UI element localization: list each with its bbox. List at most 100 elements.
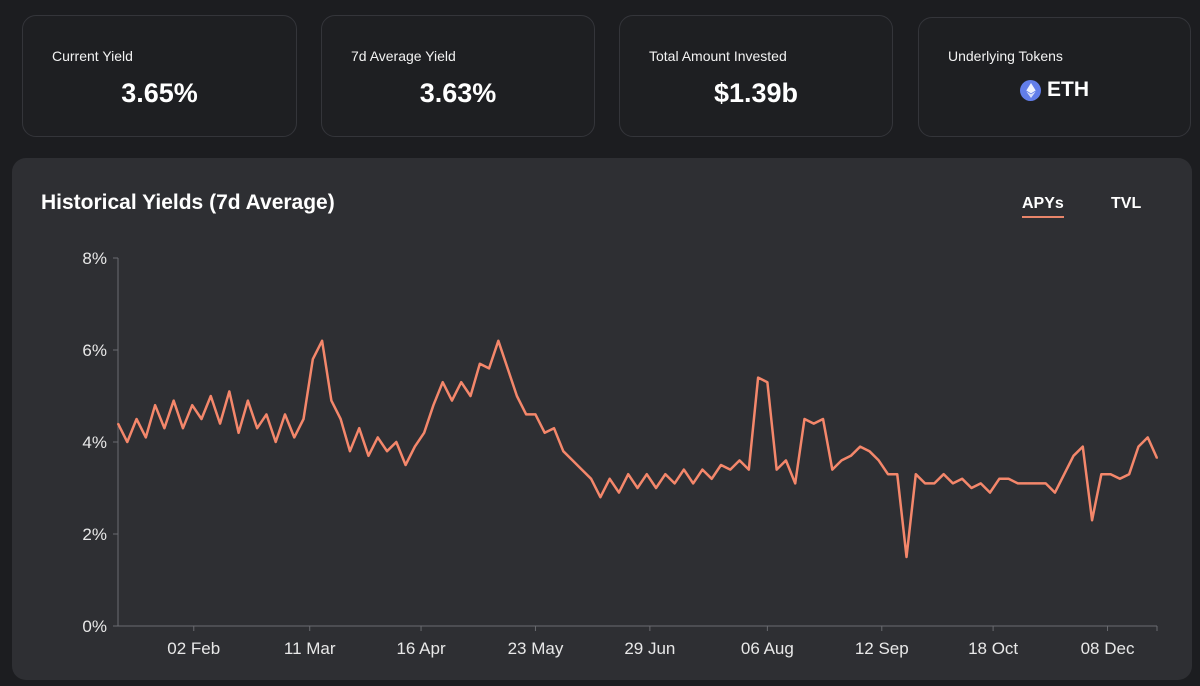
data-point: [312, 358, 314, 361]
data-point: [1109, 473, 1112, 476]
data-point: [349, 450, 351, 453]
data-point: [182, 427, 184, 430]
data-point: [478, 363, 481, 365]
data-point: [915, 473, 917, 476]
data-point: [822, 418, 824, 420]
data-point: [1119, 478, 1121, 480]
data-point: [618, 491, 620, 494]
data-point: [376, 436, 379, 439]
data-point: [738, 459, 741, 462]
x-tick-label: 16 Apr: [396, 639, 445, 658]
card-value: 3.65%: [121, 78, 198, 108]
x-tick-label: 08 Dec: [1081, 639, 1135, 658]
data-point: [228, 390, 231, 393]
card-value: 3.63%: [419, 78, 497, 108]
data-point: [599, 496, 602, 499]
data-point: [896, 473, 899, 476]
avg-yield-card: 7d Average Yield 3.63%: [321, 15, 595, 137]
data-point: [553, 427, 555, 430]
data-point: [1017, 482, 1019, 485]
data-point: [497, 340, 500, 342]
data-point: [766, 381, 769, 384]
data-point: [868, 450, 871, 453]
data-point: [1128, 473, 1130, 476]
data-point: [590, 478, 592, 480]
data-point: [256, 427, 258, 430]
data-point: [831, 468, 834, 471]
data-point: [1044, 482, 1047, 485]
data-point: [1007, 478, 1010, 480]
data-point: [933, 482, 936, 485]
data-point: [293, 436, 296, 439]
data-point: [1156, 457, 1158, 459]
data-point: [608, 478, 611, 480]
data-point: [1063, 473, 1066, 476]
data-point: [692, 482, 694, 485]
series-line-apy: [116, 339, 1159, 559]
data-point: [135, 418, 138, 420]
data-point: [1035, 482, 1038, 485]
data-point: [757, 376, 759, 379]
data-point: [274, 441, 277, 443]
data-point: [1146, 436, 1149, 439]
data-point: [952, 482, 954, 485]
data-point: [516, 395, 518, 397]
data-point: [154, 404, 156, 407]
data-point: [775, 468, 778, 471]
data-point: [543, 432, 546, 434]
data-point: [877, 459, 880, 462]
data-point: [998, 478, 1001, 480]
data-point: [859, 445, 861, 448]
data-point: [664, 473, 667, 476]
underlying-tokens-card: Underlying Tokens ETH: [918, 17, 1191, 137]
data-point: [1072, 455, 1075, 457]
token-label: ETH: [1047, 78, 1089, 101]
data-point: [1026, 482, 1028, 485]
y-tick-label: 6%: [82, 341, 107, 360]
data-point: [145, 436, 147, 439]
data-point: [423, 432, 425, 434]
data-point: [395, 441, 398, 443]
x-tick-label: 29 Jun: [624, 639, 675, 658]
y-tick-label: 0%: [82, 617, 107, 636]
data-point: [905, 556, 908, 558]
data-point: [339, 418, 342, 420]
chart-title: Historical Yields (7d Average): [41, 191, 335, 214]
data-point: [117, 422, 119, 425]
data-point: [887, 473, 889, 476]
tab-apys[interactable]: APYs: [1022, 195, 1064, 218]
data-point: [1081, 445, 1084, 448]
data-point: [488, 367, 490, 370]
data-point: [469, 395, 472, 397]
tab-tvl[interactable]: TVL: [1111, 195, 1142, 212]
token-eth[interactable]: ETH: [1020, 78, 1089, 102]
y-tick-label: 4%: [82, 433, 107, 452]
data-point: [386, 450, 388, 453]
data-point: [219, 422, 221, 425]
data-point: [970, 487, 973, 489]
data-point: [247, 399, 249, 402]
data-point: [414, 445, 416, 448]
data-point: [729, 468, 732, 471]
data-point: [794, 482, 797, 485]
data-point: [683, 468, 685, 471]
data-point: [1137, 445, 1140, 448]
data-point: [720, 464, 722, 466]
ethereum-icon: [1020, 79, 1041, 101]
token-value: ETH: [919, 78, 1190, 104]
data-point: [284, 413, 286, 416]
x-tick-label: 12 Sep: [855, 639, 909, 658]
data-point: [710, 478, 713, 480]
data-point: [1091, 519, 1093, 521]
data-point: [1054, 491, 1056, 494]
data-point: [803, 418, 806, 420]
data-point: [581, 468, 583, 471]
x-tick-label: 02 Feb: [167, 639, 220, 658]
card-value: $1.39b: [713, 78, 799, 108]
data-point: [645, 473, 648, 476]
data-point: [1100, 473, 1103, 476]
data-point: [460, 381, 463, 384]
data-point: [209, 395, 212, 397]
data-point: [321, 340, 323, 342]
